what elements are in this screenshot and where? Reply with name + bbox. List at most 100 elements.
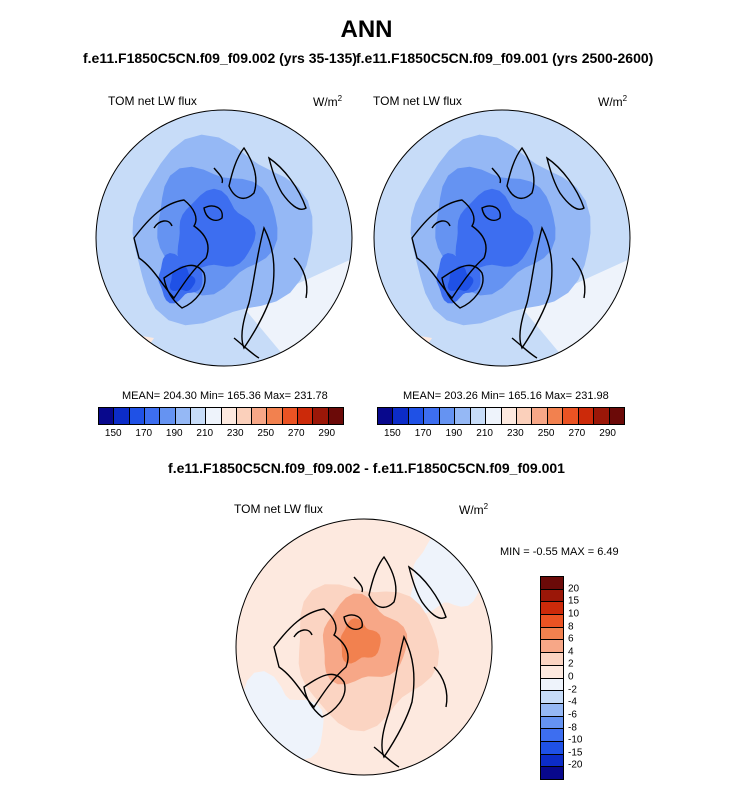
colorbar-tick-label: 4 [568, 646, 574, 658]
colorbar-swatch [393, 408, 409, 424]
difference-polar-map [235, 518, 493, 776]
colorbar-tick-label: 190 [445, 428, 463, 439]
coastline [228, 146, 257, 200]
colorbar-swatch [541, 678, 563, 692]
colorbar-tick-label: 170 [135, 428, 153, 439]
right-panel-units: W/m2 [598, 94, 628, 109]
left-case-subtitle: f.e11.F1850C5CN.f09_f09.002 (yrs 35-135) [83, 50, 357, 66]
right-case-subtitle: f.e11.F1850C5CN.f09_f09.001 (yrs 2500-26… [356, 50, 654, 66]
colorbar-swatch [541, 653, 563, 666]
diff-panel-stats: MIN = -0.55 MAX = 6.49 [500, 546, 619, 558]
colorbar-tick-label: 290 [599, 428, 616, 439]
colorbar-swatch [541, 589, 563, 603]
coastline [519, 226, 553, 350]
colorbar-tick-label: -6 [568, 709, 577, 721]
coastline [203, 205, 223, 221]
colorbar-swatch [594, 408, 610, 424]
field-region [169, 265, 196, 291]
colorbar-swatch [541, 729, 563, 742]
colorbar-swatch [547, 408, 564, 424]
colorbar-swatch [267, 408, 283, 424]
colorbar-swatch [541, 716, 563, 730]
right-colorbar [377, 407, 625, 425]
field-region [410, 532, 485, 614]
colorbar-tick-label: -10 [568, 734, 583, 746]
coastline [407, 565, 447, 619]
colorbar-swatch [541, 741, 563, 755]
colorbar-tick-label: 8 [568, 621, 574, 632]
colorbar-swatch [455, 408, 471, 424]
colorbar-swatch [541, 703, 563, 717]
colorbar-swatch [439, 408, 456, 424]
colorbar-tick-label: 210 [196, 428, 214, 439]
colorbar-swatch [175, 408, 191, 424]
difference-title: f.e11.F1850C5CN.f09_f09.002 - f.e11.F185… [168, 460, 565, 476]
colorbar-swatch [313, 408, 329, 424]
colorbar-swatch [563, 408, 579, 424]
colorbar-tick-label: 250 [537, 428, 555, 439]
coastline [368, 555, 397, 609]
colorbar-swatch [378, 408, 394, 424]
colorbar-swatch [408, 408, 425, 424]
colorbar-swatch [609, 408, 624, 424]
colorbar-swatch [298, 408, 314, 424]
coastline [545, 156, 585, 210]
coastline [441, 264, 484, 309]
left-panel-label: TOM net LW flux [108, 94, 197, 108]
colorbar-swatch [144, 408, 161, 424]
colorbar-tick-label: 15 [568, 595, 580, 607]
colorbar-tick-label: 270 [287, 428, 305, 439]
colorbar-swatch [282, 408, 299, 424]
field-region [177, 188, 256, 269]
colorbar-swatch [252, 408, 268, 424]
coastline [241, 226, 275, 350]
right-panel-stats: MEAN= 203.26 Min= 165.16 Max= 231.98 [403, 390, 609, 402]
colorbar-swatch [541, 754, 563, 768]
colorbar-tick-label: 150 [104, 428, 122, 439]
colorbar-swatch [114, 408, 130, 424]
coastline [267, 156, 307, 210]
coastline [293, 629, 313, 638]
coastline [293, 257, 308, 299]
field-region [340, 618, 381, 664]
coastline [481, 205, 501, 221]
right-polar-map [373, 109, 631, 367]
colorbar-tick-label: 210 [476, 428, 493, 439]
coastline [491, 167, 502, 184]
colorbar-tick-label: 170 [414, 428, 432, 439]
colorbar-swatch [129, 408, 145, 424]
colorbar-tick-label: 20 [568, 583, 580, 595]
map-boundary [95, 109, 353, 367]
coastline [506, 146, 535, 200]
colorbar-swatch [541, 767, 563, 779]
diff-panel-units: W/m2 [459, 502, 489, 517]
colorbar-swatch [328, 408, 343, 424]
coastline [511, 337, 538, 359]
colorbar-tick-label: 250 [257, 428, 275, 439]
colorbar-swatch [486, 408, 502, 424]
colorbar-tick-label: -4 [568, 696, 577, 708]
colorbar-swatch [236, 408, 253, 424]
left-colorbar-ticks: 150 170 190 210 230 250 270 290 [98, 428, 342, 442]
figure-title: ANN [340, 16, 393, 43]
colorbar-swatch [99, 408, 115, 424]
colorbar-swatch [206, 408, 222, 424]
right-colorbar-ticks: 150 170 190 210 230 250 270 290 [377, 428, 623, 442]
map-boundary [235, 518, 493, 776]
coastline [163, 264, 206, 309]
coastline [343, 614, 363, 630]
colorbar-swatch [501, 408, 517, 424]
colorbar-tick-label: 2 [568, 658, 574, 670]
colorbar-tick-label: 6 [568, 633, 574, 645]
colorbar-swatch [424, 408, 440, 424]
difference-colorbar [540, 576, 564, 780]
colorbar-swatch [516, 408, 533, 424]
right-panel-label: TOM net LW flux [373, 94, 462, 108]
map-boundary [373, 109, 631, 367]
left-colorbar [98, 407, 344, 425]
colorbar-tick-label: 0 [568, 671, 574, 683]
coastline [373, 746, 400, 768]
field-region [447, 265, 474, 291]
field-region [455, 188, 534, 269]
colorbar-tick-label: 230 [226, 428, 244, 439]
